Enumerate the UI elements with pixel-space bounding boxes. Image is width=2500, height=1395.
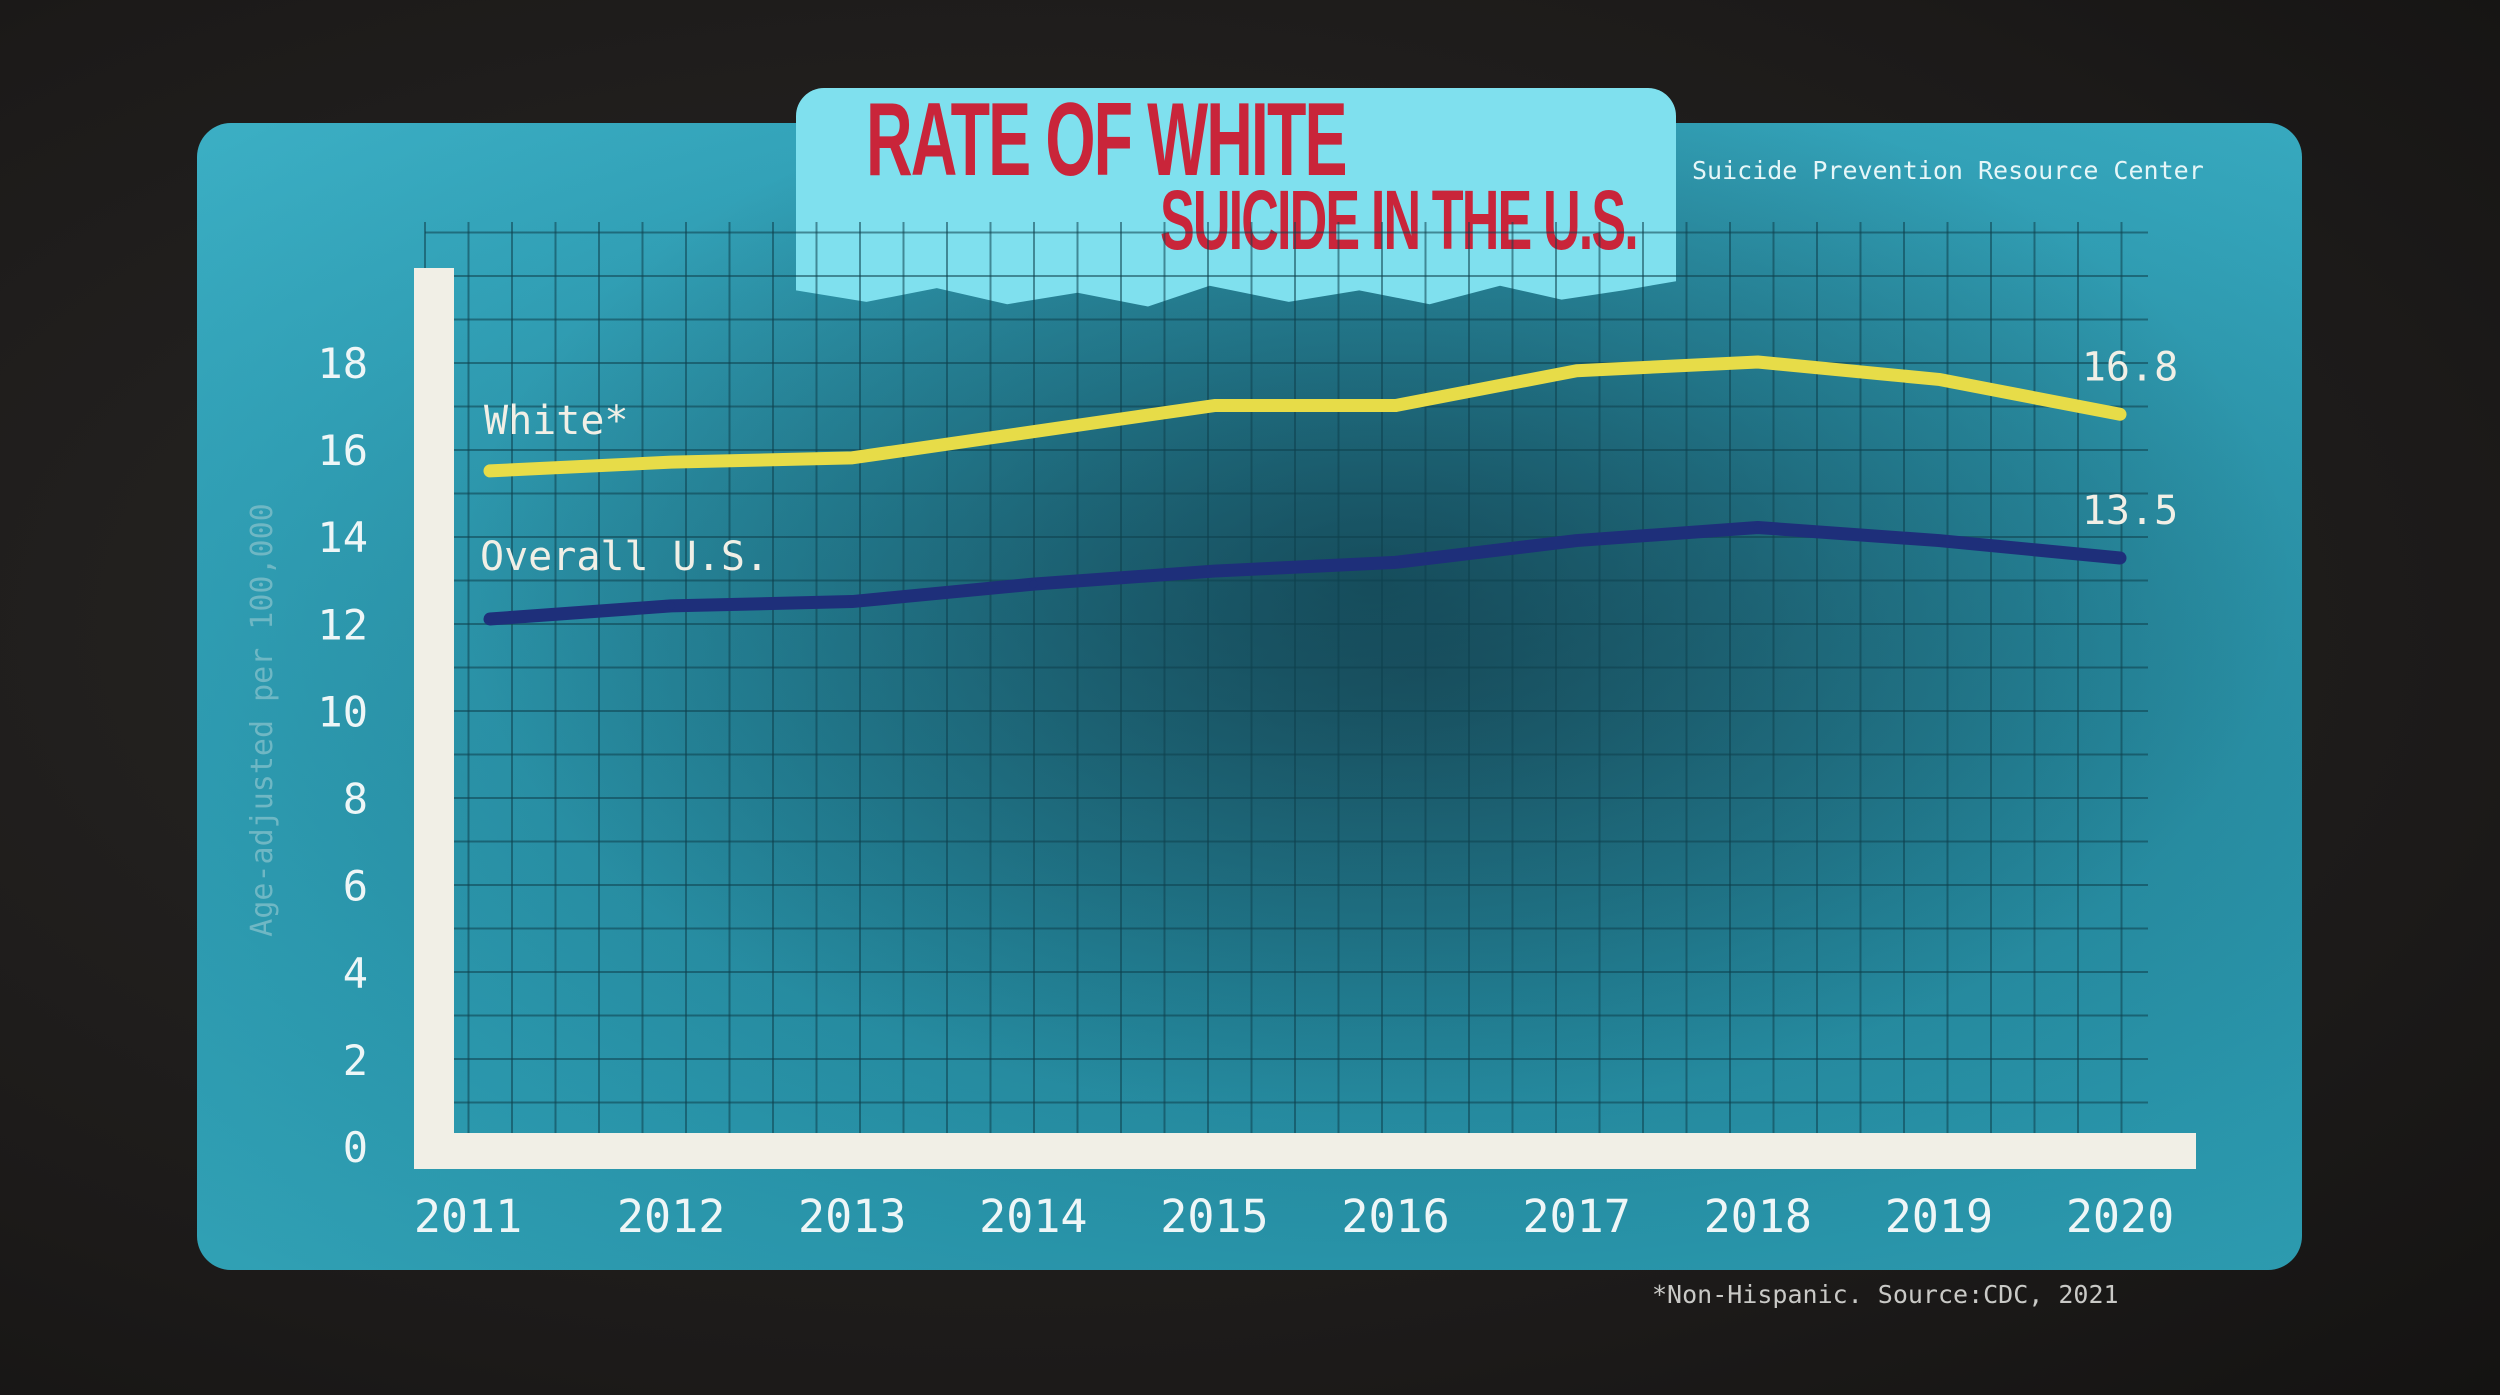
x-tick-label: 2016 xyxy=(1341,1190,1449,1243)
chart-axes xyxy=(414,268,2196,1169)
chart-ticks: 0 2 4 6 8 10 12 14 16 18 2011 2012 2013 2014 2015 2016 2… xyxy=(245,339,2174,1243)
data-point xyxy=(1572,366,1581,375)
y-tick-label: 10 xyxy=(317,687,368,736)
x-tick-label: 2019 xyxy=(1885,1190,1993,1243)
series-name-label: White* xyxy=(484,398,629,444)
x-tick-label: 2011 xyxy=(414,1190,522,1243)
data-point xyxy=(1753,358,1762,366)
data-point xyxy=(2116,410,2124,419)
x-axis-line xyxy=(414,1133,2196,1169)
x-tick-label: 2018 xyxy=(1704,1190,1812,1243)
y-axis-label: Age-adjusted per 100,000 xyxy=(245,503,280,936)
data-point xyxy=(486,614,494,623)
series-line-overall xyxy=(483,521,2127,626)
data-point xyxy=(667,458,676,467)
x-tick-label: 2012 xyxy=(617,1190,725,1243)
y-tick-label: 12 xyxy=(317,600,368,649)
chart-title-line2: SUICIDE IN THE U.S. xyxy=(1160,173,1639,267)
chart-series xyxy=(483,355,2127,626)
x-tick-label: 2017 xyxy=(1522,1190,1630,1243)
y-tick-label: 0 xyxy=(343,1123,368,1172)
x-tick-label: 2014 xyxy=(979,1190,1087,1243)
data-point xyxy=(848,453,857,462)
x-tick-label: 2013 xyxy=(798,1190,906,1243)
data-point xyxy=(486,466,494,475)
y-tick-label: 14 xyxy=(317,513,368,562)
title-tab xyxy=(796,88,1676,307)
y-tick-label: 18 xyxy=(317,339,368,388)
chart-grid xyxy=(424,222,2148,1147)
series-name-label: Overall U.S. xyxy=(480,534,769,580)
end-value-label: 13.5 xyxy=(2082,488,2178,534)
series-line-white xyxy=(483,355,2127,478)
end-value-label: 16.8 xyxy=(2082,344,2178,390)
data-point xyxy=(1572,536,1581,545)
data-point xyxy=(1029,427,1038,436)
y-tick-label: 8 xyxy=(343,775,368,824)
data-point xyxy=(1934,375,1943,384)
data-point xyxy=(1210,401,1219,410)
chart-labels: White* 16.8 Overall U.S. 13.5 xyxy=(480,344,2178,580)
data-point xyxy=(1934,536,1943,545)
data-point xyxy=(1391,401,1400,410)
y-tick-label: 6 xyxy=(343,862,368,911)
data-point xyxy=(2116,554,2124,562)
data-point xyxy=(1210,567,1219,576)
data-point xyxy=(1391,558,1400,567)
data-point xyxy=(667,601,676,610)
data-point xyxy=(1753,523,1762,532)
y-tick-label: 16 xyxy=(317,426,368,475)
x-tick-label: 2015 xyxy=(1160,1190,1268,1243)
y-tick-label: 4 xyxy=(343,949,368,998)
chart-panel xyxy=(197,123,2302,1270)
source-attribution: Suicide Prevention Resource Center xyxy=(1692,156,2204,185)
y-axis-line xyxy=(414,268,454,1168)
photo-overlay xyxy=(197,123,2302,1270)
y-tick-label: 2 xyxy=(343,1036,368,1085)
x-tick-label: 2020 xyxy=(2066,1190,2174,1243)
footnote: *Non-Hispanic. Source:CDC, 2021 xyxy=(1652,1280,2119,1309)
data-point xyxy=(848,597,857,606)
chart-title-line1: RATE OF WHITE xyxy=(866,82,1348,198)
data-point xyxy=(1029,580,1038,589)
